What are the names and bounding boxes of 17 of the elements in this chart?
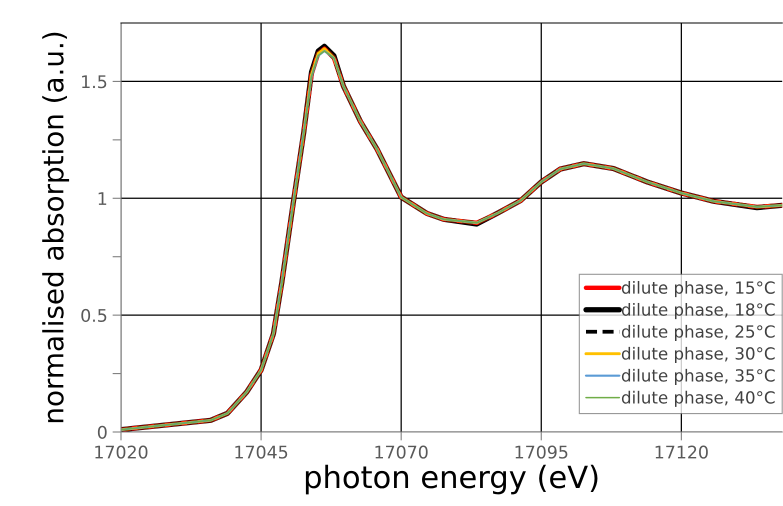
y-tick-label: 0.5 <box>81 308 106 322</box>
legend-label: dilute phase, 15°C <box>622 280 775 298</box>
x-axis-title: photon energy (eV) <box>306 464 598 494</box>
y-tick-label: 1.5 <box>82 75 106 88</box>
y-axis-title: normalised absorption (a.u.) <box>42 32 70 422</box>
y-tick-label: 1 <box>98 192 106 205</box>
legend-label: dilute phase, 30°C <box>622 346 775 363</box>
x-tick-label: 17095 <box>516 446 568 459</box>
x-tick-label: 17070 <box>375 446 428 459</box>
legend-label: dilute phase, 25°C <box>622 324 775 342</box>
x-tick-label: 17120 <box>656 446 708 459</box>
x-tick-label: 17045 <box>235 446 288 459</box>
legend-label: dilute phase, 18°C <box>622 302 775 320</box>
x-tick-label: 17020 <box>95 446 148 459</box>
y-tick-label: 0 <box>98 426 107 439</box>
legend-label: dilute phase, 40°C <box>622 390 775 407</box>
legend-label: dilute phase, 35°C <box>622 368 775 385</box>
